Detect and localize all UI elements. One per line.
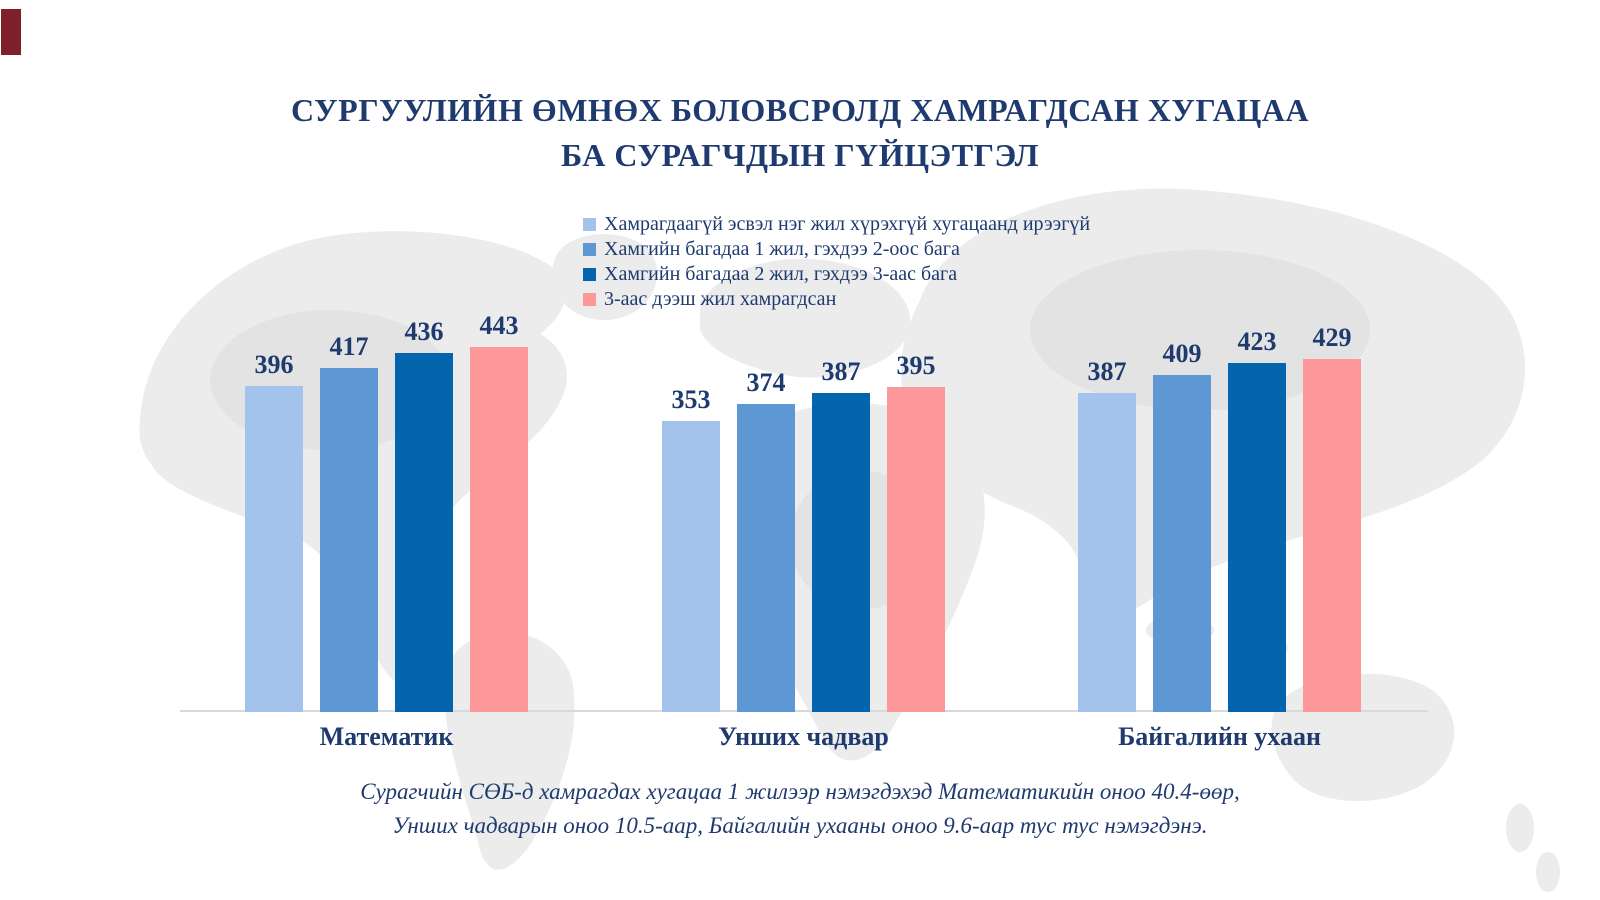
bar-value-label: 353 [671,385,711,414]
chart-title: СУРГУУЛИЙН ӨМНӨХ БОЛОВСРОЛД ХАМРАГДСАН Х… [0,88,1600,178]
bar-cell: 374 [737,369,795,712]
legend-swatch-icon [583,293,596,306]
bar-value-label: 374 [746,368,786,397]
x-axis-line [180,710,1428,712]
bar-value-label: 429 [1312,323,1352,352]
legend-swatch-icon [583,243,596,256]
bar [245,386,303,712]
bar-value-label: 436 [404,317,444,346]
bar-value-label: 396 [254,350,294,379]
bar-cell: 353 [662,386,720,712]
bar-group: 387 409 423 429 [1078,324,1361,712]
bar-value-label: 417 [329,332,369,361]
bar-value-label: 409 [1162,339,1202,368]
chart-title-line1: СУРГУУЛИЙН ӨМНӨХ БОЛОВСРОЛД ХАМРАГДСАН Х… [290,92,1309,128]
bar [395,353,453,712]
legend-swatch-icon [583,218,596,231]
bar [320,368,378,712]
bar [1153,375,1211,712]
chart-title-line2: БА СУРАГЧДЫН ГҮЙЦЭТГЭЛ [561,137,1039,173]
bar [887,387,945,712]
legend-item: 3-аас дээш жил хамрагдсан [583,288,1090,310]
legend-label: Хамгийн багадаа 2 жил, гэхдээ 3-аас бага [604,263,958,285]
bar-cell: 409 [1153,340,1211,712]
bar [662,421,720,712]
bar [470,347,528,712]
bar-value-label: 387 [821,357,861,386]
legend-label: Хамрагдаагүй эсвэл нэг жил хүрэхгүй хуга… [604,213,1091,235]
legend-label: 3-аас дээш жил хамрагдсан [604,288,837,310]
bar-cell: 417 [320,333,378,712]
bar-cell: 396 [245,351,303,712]
bar-value-label: 443 [479,311,519,340]
legend-label: Хамгийн багадаа 1 жил, гэхдээ 2-оос бага [604,238,960,260]
legend-item: Хамгийн багадаа 1 жил, гэхдээ 2-оос бага [583,238,1090,260]
bar-cell: 436 [395,318,453,712]
bar-cell: 387 [1078,358,1136,712]
bar-cell: 423 [1228,328,1286,712]
bar-group: 396 417 436 443 [245,312,528,712]
bar-cell: 395 [887,352,945,712]
bar [737,404,795,712]
bar-cell: 387 [812,358,870,712]
bar-value-label: 395 [896,351,936,380]
category-label: Унших чадвар [718,722,889,751]
bar-cell: 429 [1303,324,1361,712]
bar [1228,363,1286,712]
bar [1303,359,1361,712]
category-label: Математик [319,722,454,751]
legend-item: Хамрагдаагүй эсвэл нэг жил хүрэхгүй хуга… [583,213,1090,235]
legend-swatch-icon [583,268,596,281]
bar-cell: 443 [470,312,528,712]
corner-red-mark [1,9,21,55]
footer-line2: Унших чадварын оноо 10.5-аар, Байгалийн … [392,813,1208,838]
bar [812,393,870,712]
category-label: Байгалийн ухаан [1118,722,1321,751]
legend-item: Хамгийн багадаа 2 жил, гэхдээ 3-аас бага [583,263,1090,285]
bar-value-label: 387 [1087,357,1127,386]
footer-note: Сурагчийн СӨБ-д хамрагдах хугацаа 1 жилэ… [0,775,1600,843]
bar [1078,393,1136,712]
legend: Хамрагдаагүй эсвэл нэг жил хүрэхгүй хуга… [583,213,1090,313]
bar-group: 353 374 387 395 [662,352,945,712]
bar-value-label: 423 [1237,327,1277,356]
footer-line1: Сурагчийн СӨБ-д хамрагдах хугацаа 1 жилэ… [360,779,1240,804]
